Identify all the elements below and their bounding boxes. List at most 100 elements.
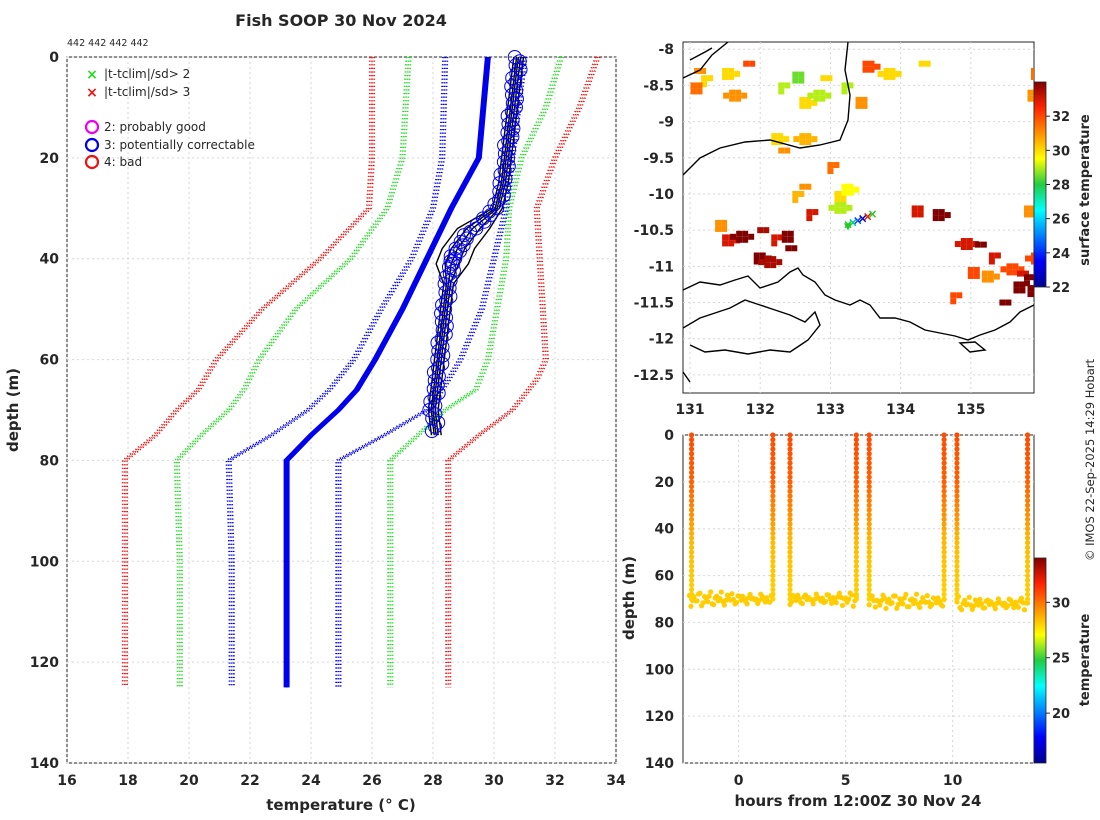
sst-colorbar: [1033, 81, 1047, 288]
section-profile-point: [853, 577, 859, 583]
section-profile-point: [688, 540, 695, 546]
flag-3sd-marker: ×: [86, 85, 98, 101]
section-profile-point: [853, 568, 859, 574]
series-line-clim-mean: [286, 56, 491, 688]
qc-marker-point: [504, 87, 519, 102]
section-profile-point: [866, 554, 872, 560]
sst-colorbar-tick-label: 28: [1052, 179, 1070, 194]
section-profile-point: [941, 469, 947, 476]
section-bottom-point: [903, 591, 909, 597]
sst-cell: [1019, 287, 1026, 294]
section-y-tick-label: 120: [645, 709, 674, 725]
x-tick-label: 16: [57, 773, 76, 789]
sst-cell: [799, 133, 806, 140]
section-profile-point: [787, 554, 793, 560]
series-line-clim-1sd: [229, 56, 449, 688]
sst-cell: [1025, 255, 1031, 262]
sst-cell: [781, 236, 788, 243]
section-profile-point: [866, 498, 872, 504]
sst-cell: [1027, 95, 1034, 102]
qc-marker-point: [509, 92, 524, 107]
section-profile-point: [941, 549, 947, 555]
section-bottom-point: [912, 597, 918, 604]
qc-marker-point: [435, 323, 450, 338]
section-profile-point: [1024, 432, 1031, 438]
section-profile-point: [941, 582, 947, 588]
section-profile-point: [787, 540, 793, 546]
section-profile-point: [1024, 441, 1031, 447]
section-y-tick-label: 0: [664, 428, 674, 444]
section-profile-point: [688, 502, 695, 508]
map-x-tick-label: 131: [675, 402, 704, 418]
section-profile-point: [1024, 572, 1031, 579]
section-profile-point: [787, 587, 793, 593]
section-profile-point: [954, 493, 960, 499]
sst-cell: [1029, 205, 1034, 212]
section-profile-point: [787, 582, 793, 588]
section-profile-point: [787, 549, 793, 555]
sst-cell: [932, 215, 939, 222]
sst-cell: [753, 252, 760, 259]
section-profile-point: [1024, 502, 1031, 508]
sst-cell: [834, 207, 841, 214]
section-profile-point: [954, 526, 960, 532]
sst-cell: [758, 259, 765, 266]
section-profile-point: [941, 502, 947, 508]
section-profile-point: [770, 587, 776, 593]
section-xlabel: hours from 12:00Z 30 Nov 24: [735, 792, 982, 810]
section-profile-point: [954, 535, 960, 541]
sst-cell: [771, 234, 778, 241]
y-tick-label: 60: [40, 353, 60, 369]
section-profile-point: [941, 451, 947, 457]
sst-cell: [729, 95, 736, 102]
sst-cell: [833, 162, 840, 169]
series-line-clim-2sd: [391, 56, 565, 688]
section-profile-point: [954, 455, 960, 462]
sst-cell: [1016, 270, 1023, 277]
section-profile-point: [770, 474, 776, 480]
section-profile-point: [770, 493, 776, 499]
section-profile-point: [954, 479, 960, 485]
sst-cell: [792, 196, 799, 203]
sst-cell: [1012, 263, 1019, 270]
section-bottom-point: [978, 601, 985, 607]
section-profile-point: [688, 446, 695, 452]
sst-cell: [728, 240, 735, 247]
section-profile-point: [688, 507, 695, 513]
series-line-clim-3sd: [449, 56, 601, 688]
section-profile-point: [941, 568, 947, 574]
sst-cell: [911, 205, 918, 212]
legend-qc3: 3: potentially correctable: [104, 138, 255, 152]
x-tick-label: 28: [423, 773, 442, 789]
sst-cell: [770, 262, 777, 269]
section-bottom-point: [849, 592, 855, 598]
section-profile-point: [853, 540, 859, 546]
sst-cell: [778, 147, 785, 154]
map-y-tick-label: -9: [658, 115, 674, 131]
section-data: [686, 432, 1031, 613]
section-profile-point: [1024, 512, 1031, 518]
section-bottom-point: [872, 604, 878, 610]
section-profile-point: [1024, 446, 1031, 452]
sst-cell: [917, 211, 924, 218]
section-profile-point: [941, 460, 947, 466]
profile-xlabel: temperature (° C): [266, 796, 416, 814]
sst-cell: [742, 236, 749, 243]
section-profile-point: [787, 460, 793, 466]
temperature-profile-plot: 16 18 20 22 24 26 28 30 32 34 0 20 40 60 80 100 120 140 t…: [4, 50, 626, 814]
sst-cell: [777, 133, 784, 140]
section-profile-point: [787, 493, 793, 499]
section-profile-point: [770, 582, 776, 588]
section-profile-point: [688, 549, 695, 555]
sst-cell: [826, 75, 833, 82]
sst-cell: [1013, 287, 1020, 294]
sst-cell: [1027, 291, 1034, 298]
qc-marker-point: [456, 228, 471, 243]
sst-cell: [1029, 211, 1034, 218]
section-profile-point: [853, 502, 859, 508]
section-profile-point: [787, 455, 793, 462]
section-profile-point: [787, 558, 793, 565]
section-profile-point: [853, 488, 859, 494]
section-y-tick-label: 100: [645, 662, 674, 678]
sst-colorbar-ticks: 22 24 26 28 30 32: [1046, 110, 1070, 296]
